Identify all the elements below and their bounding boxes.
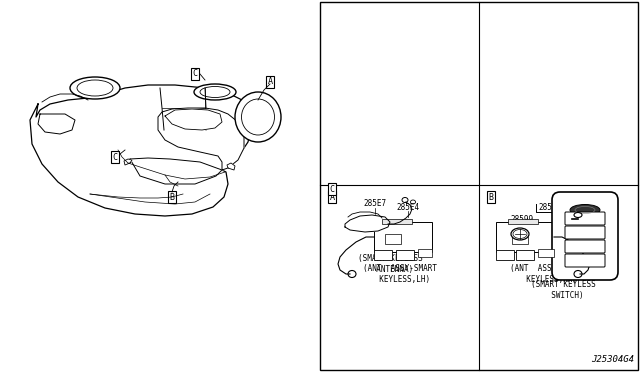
Bar [538, 249, 554, 257]
Text: 285E3: 285E3 [552, 196, 575, 205]
Polygon shape [124, 159, 132, 165]
Bar [396, 250, 414, 260]
Polygon shape [38, 114, 75, 134]
Text: B: B [170, 192, 175, 202]
Text: (ANT  ASSY-SMART
  KEYLESS,LH): (ANT ASSY-SMART KEYLESS,LH) [363, 264, 437, 284]
Bar [496, 250, 514, 260]
Text: (ANT  ASSY-SMART
  KEYLESS,RH): (ANT ASSY-SMART KEYLESS,RH) [510, 264, 584, 284]
FancyBboxPatch shape [565, 212, 605, 225]
Text: (SMART KEYLESS
  ANTENNA): (SMART KEYLESS ANTENNA) [358, 254, 422, 274]
FancyBboxPatch shape [565, 226, 605, 239]
Polygon shape [345, 215, 390, 232]
Text: B: B [488, 192, 493, 202]
Ellipse shape [570, 205, 600, 215]
Ellipse shape [70, 77, 120, 99]
Polygon shape [130, 158, 222, 184]
Text: 28599: 28599 [511, 215, 534, 224]
Bar [374, 250, 392, 260]
FancyBboxPatch shape [565, 240, 605, 253]
Bar [516, 250, 534, 260]
Bar [508, 219, 538, 224]
Bar [496, 222, 554, 252]
Ellipse shape [235, 92, 281, 142]
Bar [382, 219, 412, 224]
FancyBboxPatch shape [565, 254, 605, 267]
Bar [320, 2, 638, 370]
Text: 285E4: 285E4 [396, 202, 420, 212]
Text: C: C [330, 185, 335, 193]
Polygon shape [158, 108, 244, 170]
Text: A: A [330, 192, 335, 202]
Polygon shape [227, 163, 235, 170]
Text: 285E4+A: 285E4+A [539, 202, 571, 212]
Ellipse shape [194, 84, 236, 100]
Text: C: C [113, 153, 118, 161]
FancyBboxPatch shape [552, 192, 618, 280]
Polygon shape [30, 85, 252, 216]
Ellipse shape [511, 228, 529, 240]
Text: A: A [268, 77, 273, 87]
Text: C: C [193, 70, 198, 78]
Polygon shape [165, 109, 222, 130]
Text: (SMART KEYLESS
  SWITCH): (SMART KEYLESS SWITCH) [531, 280, 595, 300]
Text: J25304G4: J25304G4 [591, 355, 634, 364]
Bar [418, 249, 432, 257]
Bar [512, 234, 528, 244]
Bar [385, 234, 401, 244]
Bar [374, 222, 432, 252]
Text: 285E7: 285E7 [364, 199, 387, 208]
